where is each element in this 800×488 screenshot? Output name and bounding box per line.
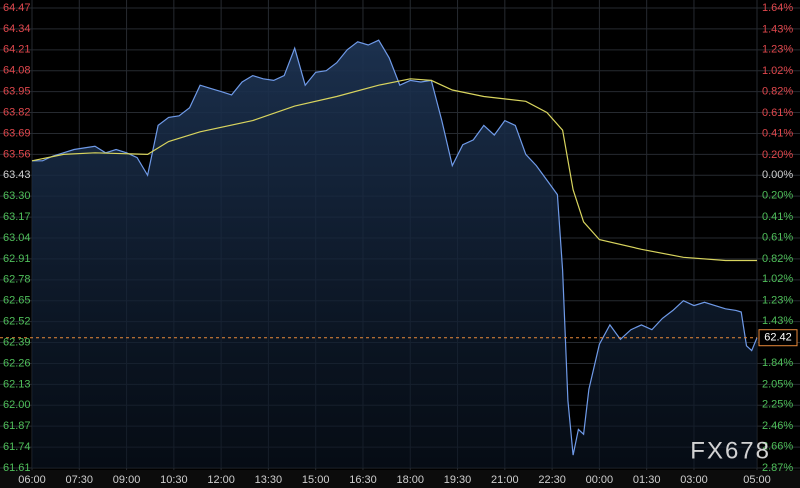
y-tick-label: 63.82 (3, 106, 31, 118)
y-tick-label: 64.34 (3, 23, 31, 35)
y-tick-label: 63.17 (3, 211, 31, 223)
y2-tick-label: 1.43% (762, 315, 793, 327)
x-tick-label: 16:30 (349, 474, 377, 486)
y2-tick-label: 0.20% (762, 190, 793, 202)
y2-tick-label: 0.61% (762, 231, 793, 243)
y2-tick-label: 1.43% (762, 23, 793, 35)
y-tick-label: 62.65 (3, 295, 31, 307)
x-axis-band (0, 470, 800, 488)
x-tick-label: 13:30 (255, 474, 283, 486)
y-tick-label: 62.26 (3, 357, 31, 369)
x-tick-label: 18:00 (396, 474, 424, 486)
y-tick-label: 62.13 (3, 378, 31, 390)
x-tick-label: 10:30 (160, 474, 188, 486)
x-tick-label: 21:00 (491, 474, 519, 486)
y2-tick-label: 2.46% (762, 420, 793, 432)
x-tick-label: 06:00 (18, 474, 46, 486)
y-tick-label: 62.00 (3, 399, 31, 411)
last-price-label: 62.42 (764, 332, 792, 344)
y2-tick-label: 1.64% (762, 2, 793, 14)
price-area (32, 40, 757, 468)
y2-tick-label: 1.84% (762, 357, 793, 369)
y-tick-label: 63.95 (3, 86, 31, 98)
x-tick-label: 07:30 (66, 474, 94, 486)
y-tick-label: 63.69 (3, 127, 31, 139)
y2-tick-label: 2.66% (762, 440, 793, 452)
last-price-tag (758, 329, 798, 347)
y-tick-label: 63.30 (3, 190, 31, 202)
y2-tick-label: 1.23% (762, 44, 793, 56)
watermark: FX678 (690, 437, 771, 464)
x-tick-label: 15:00 (302, 474, 330, 486)
y2-tick-label: 0.41% (762, 211, 793, 223)
x-tick-label: 01:30 (633, 474, 661, 486)
y-tick-label: 62.52 (3, 316, 31, 328)
y-tick-label: 63.04 (3, 232, 31, 244)
y-tick-label: 64.08 (3, 65, 31, 77)
x-tick-label: 09:00 (113, 474, 141, 486)
x-tick-label: 22:30 (538, 474, 566, 486)
y-tick-label: 61.87 (3, 420, 31, 432)
x-tick-label: 12:00 (207, 474, 235, 486)
y2-tick-label: 0.82% (762, 86, 793, 98)
y2-tick-label: 0.61% (762, 107, 793, 119)
y-tick-label: 62.39 (3, 336, 31, 348)
y-tick-label: 62.78 (3, 274, 31, 286)
y2-tick-label: 0.00% (762, 169, 793, 181)
y-tick-label: 63.56 (3, 148, 31, 160)
y2-tick-label: 2.87% (762, 462, 793, 474)
y-tick-label: 64.21 (3, 44, 31, 56)
y-tick-label: 64.47 (3, 2, 31, 14)
y-tick-label: 61.61 (3, 462, 31, 474)
y2-tick-label: 0.82% (762, 253, 793, 265)
y2-tick-label: 1.23% (762, 295, 793, 307)
x-tick-label: 05:00 (743, 474, 771, 486)
y-tick-label: 63.43 (3, 169, 31, 181)
y-tick-label: 62.91 (3, 253, 31, 265)
y2-tick-label: 0.20% (762, 149, 793, 161)
y2-tick-label: 1.02% (762, 65, 793, 77)
y-tick-label: 61.74 (3, 441, 31, 453)
price-line (32, 39, 758, 456)
x-tick-label: 00:00 (586, 474, 614, 486)
y2-tick-label: 1.02% (762, 273, 793, 285)
y2-tick-label: 2.05% (762, 378, 793, 390)
y2-tick-label: 2.25% (762, 399, 793, 411)
average-line (31, 78, 757, 262)
x-tick-label: 03:00 (680, 474, 708, 486)
x-tick-label: 19:30 (444, 474, 472, 486)
y2-tick-label: 0.41% (762, 127, 793, 139)
